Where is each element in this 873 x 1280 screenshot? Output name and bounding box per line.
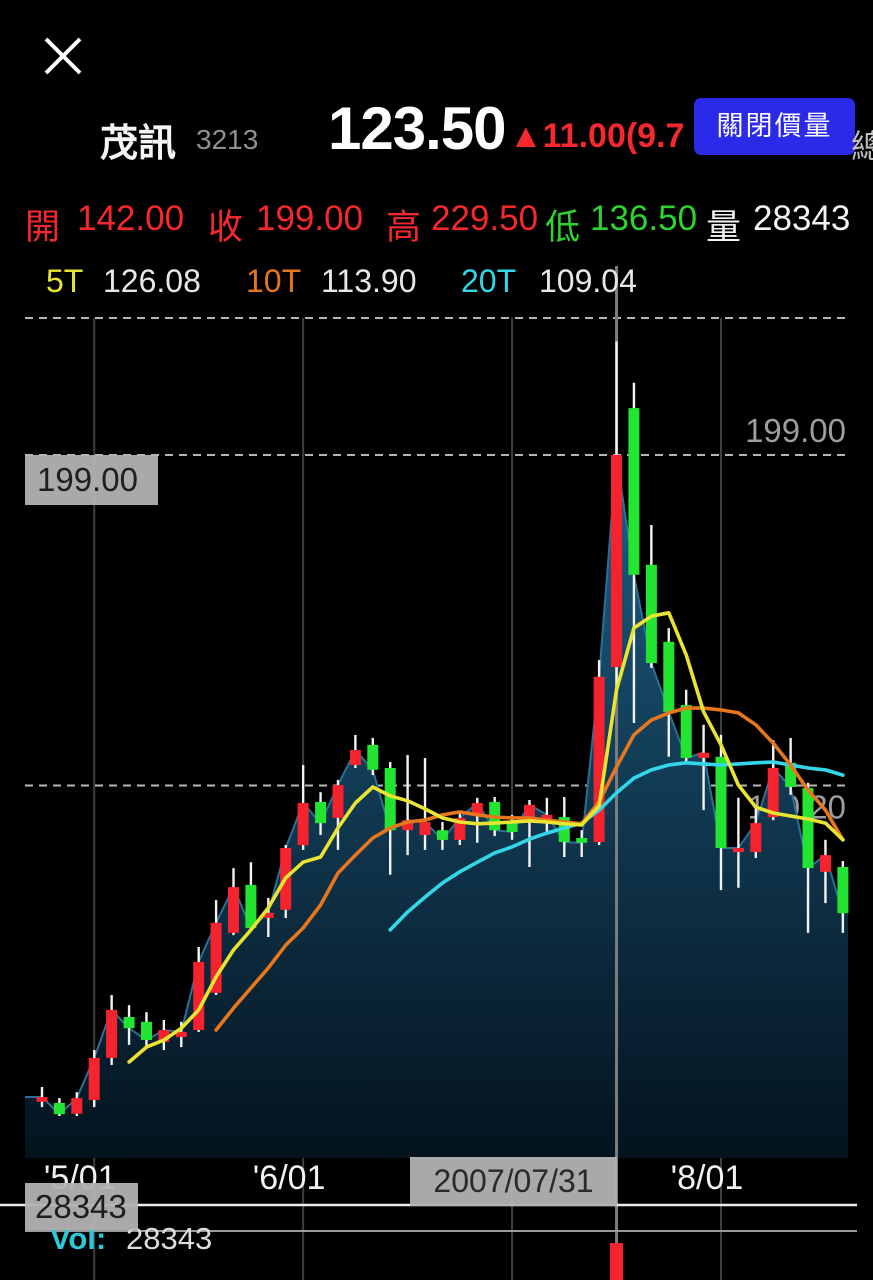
open-value: 142.00 [77, 199, 185, 238]
volume-label: 量 [706, 208, 742, 247]
current-price: 123.50 [328, 95, 507, 162]
x-axis-label: '8/01 [670, 1159, 744, 1197]
price-change: ▲11.00(9.7 [509, 117, 685, 155]
vol-pane-value: 28343 [126, 1221, 213, 1256]
close-value: 199.00 [256, 199, 364, 238]
close-icon[interactable] [40, 33, 86, 79]
ma20-value: 109.04 [539, 263, 637, 299]
selected-volume-bar [610, 1243, 623, 1280]
open-label: 開 [25, 208, 61, 247]
price-crosshair-badge: 199.00 [25, 455, 158, 505]
close-price-volume-button[interactable]: 關閉價量 [694, 98, 855, 155]
ma10-label: 10T [246, 263, 302, 299]
ma5-label: 5T [46, 263, 84, 299]
ma10-line [214, 706, 845, 1032]
low-value: 136.50 [590, 199, 698, 238]
low-label: 低 [545, 208, 581, 247]
ma5-line [127, 611, 845, 1064]
volume-value: 28343 [753, 199, 851, 238]
ma20-label: 20T [461, 263, 517, 299]
high-label: 高 [386, 208, 422, 247]
stock-name: 茂訊 [100, 123, 177, 165]
close-label: 收 [208, 208, 244, 247]
close-area-fill [25, 455, 848, 1158]
candlesticks [36, 341, 849, 1116]
svg-text:199.00: 199.00 [745, 412, 846, 449]
high-value: 229.50 [431, 199, 539, 238]
ma10-value: 113.90 [321, 263, 417, 299]
clipped-right-text: 總 [851, 128, 873, 165]
stock-code: 3213 [196, 124, 259, 155]
ma20-line [388, 760, 845, 932]
ma5-value: 126.08 [103, 263, 201, 299]
date-crosshair-badge: 2007/07/31 [410, 1157, 617, 1206]
x-axis-label: '6/01 [252, 1159, 326, 1197]
volume-crosshair-badge: 28343 [25, 1183, 138, 1230]
